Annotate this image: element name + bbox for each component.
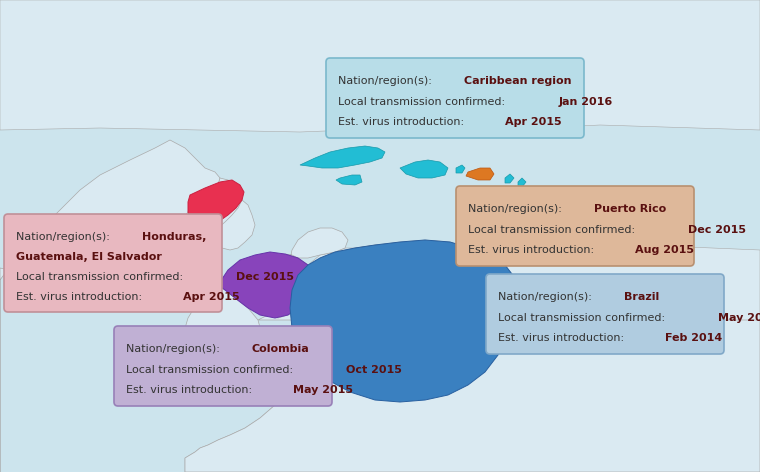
FancyBboxPatch shape [456, 186, 694, 266]
Text: Local transmission confirmed:: Local transmission confirmed: [338, 97, 508, 107]
Polygon shape [0, 0, 760, 132]
Text: Nation/region(s):: Nation/region(s): [126, 344, 223, 354]
Polygon shape [182, 285, 262, 395]
Polygon shape [466, 168, 494, 180]
Text: Local transmission confirmed:: Local transmission confirmed: [468, 225, 638, 235]
Text: Oct 2015: Oct 2015 [346, 365, 402, 375]
Text: Jan 2016: Jan 2016 [558, 97, 613, 107]
Text: Apr 2015: Apr 2015 [183, 292, 240, 302]
Text: Colombia: Colombia [252, 344, 309, 354]
Text: Nation/region(s):: Nation/region(s): [468, 204, 565, 214]
Polygon shape [505, 174, 514, 183]
Polygon shape [290, 240, 518, 402]
Text: Puerto Rico: Puerto Rico [594, 204, 666, 214]
Text: Est. virus introduction:: Est. virus introduction: [126, 385, 255, 396]
Text: Local transmission confirmed:: Local transmission confirmed: [126, 365, 296, 375]
Text: May 2015: May 2015 [293, 385, 353, 396]
Text: Local transmission confirmed:: Local transmission confirmed: [16, 272, 187, 282]
Polygon shape [218, 252, 312, 318]
Polygon shape [188, 180, 244, 228]
Text: Nation/region(s):: Nation/region(s): [498, 292, 595, 302]
Text: Feb 2014: Feb 2014 [665, 333, 723, 343]
Text: Apr 2015: Apr 2015 [505, 118, 562, 127]
Polygon shape [300, 146, 385, 168]
Text: Aug 2015: Aug 2015 [635, 245, 694, 255]
Text: Est. virus introduction:: Est. virus introduction: [338, 118, 467, 127]
Text: Caribbean region: Caribbean region [464, 76, 572, 86]
FancyBboxPatch shape [326, 58, 584, 138]
Polygon shape [212, 200, 255, 250]
Polygon shape [400, 160, 448, 178]
Text: Est. virus introduction:: Est. virus introduction: [498, 333, 628, 343]
Text: Dec 2015: Dec 2015 [236, 272, 294, 282]
FancyBboxPatch shape [486, 274, 724, 354]
Text: Brazil: Brazil [624, 292, 659, 302]
Text: Dec 2015: Dec 2015 [688, 225, 746, 235]
Polygon shape [0, 140, 220, 472]
Polygon shape [185, 288, 760, 472]
Text: Nation/region(s):: Nation/region(s): [16, 232, 113, 242]
Text: Nation/region(s):: Nation/region(s): [338, 76, 435, 86]
Polygon shape [285, 228, 348, 265]
Polygon shape [336, 175, 362, 185]
Text: Est. virus introduction:: Est. virus introduction: [468, 245, 597, 255]
Text: Est. virus introduction:: Est. virus introduction: [16, 292, 146, 302]
FancyBboxPatch shape [114, 326, 332, 406]
Polygon shape [518, 178, 526, 187]
Polygon shape [185, 240, 760, 472]
Text: Guatemala, El Salvador: Guatemala, El Salvador [16, 252, 162, 262]
Polygon shape [456, 165, 465, 173]
Polygon shape [188, 178, 242, 235]
Text: Honduras,: Honduras, [141, 232, 206, 242]
Text: Local transmission confirmed:: Local transmission confirmed: [498, 312, 669, 323]
Text: May 2015: May 2015 [718, 312, 760, 323]
FancyBboxPatch shape [4, 214, 222, 312]
